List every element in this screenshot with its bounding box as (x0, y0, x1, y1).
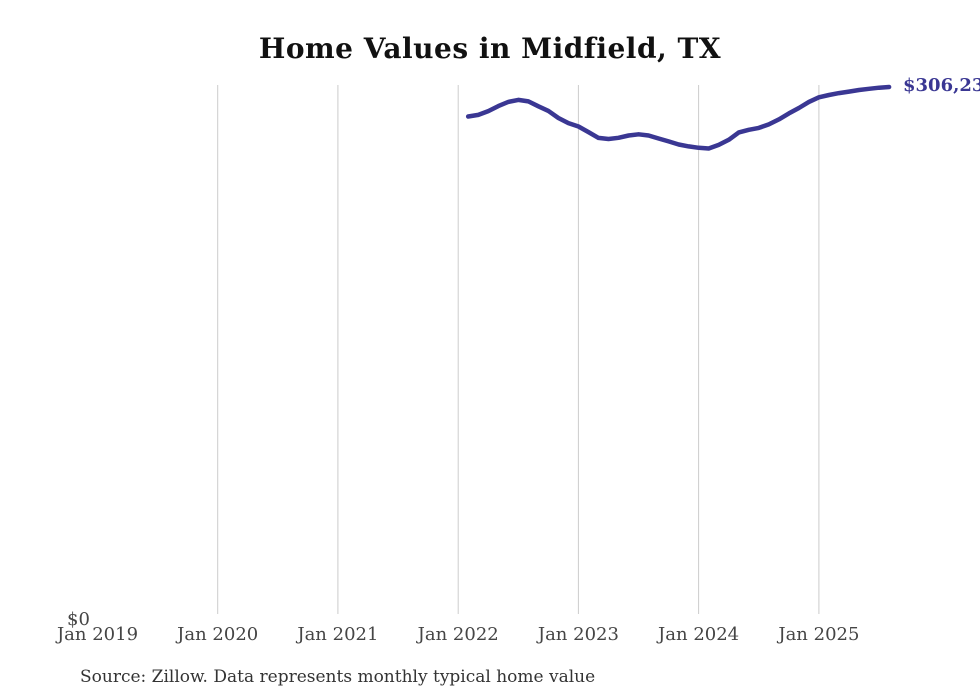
x-tick-label-jan-2021: Jan 2021 (297, 624, 379, 645)
x-tick-label-jan-2023: Jan 2023 (537, 624, 619, 645)
x-tick-label-jan-2024: Jan 2024 (658, 624, 740, 645)
x-tick-label-jan-2019: Jan 2019 (56, 624, 139, 645)
latest-value-label: $306,232 (903, 75, 980, 96)
home-value-series-line (465, 84, 892, 151)
x-tick-label-jan-2022: Jan 2022 (417, 624, 499, 645)
chart-title: Home Values in Midfield, TX (258, 32, 722, 65)
y-axis-zero-label: $0 (67, 609, 90, 630)
source-note: Source: Zillow. Data represents monthly … (80, 667, 596, 687)
x-tick-label-jan-2020: Jan 2020 (177, 624, 259, 645)
x-tick-label-jan-2025: Jan 2025 (778, 624, 860, 645)
